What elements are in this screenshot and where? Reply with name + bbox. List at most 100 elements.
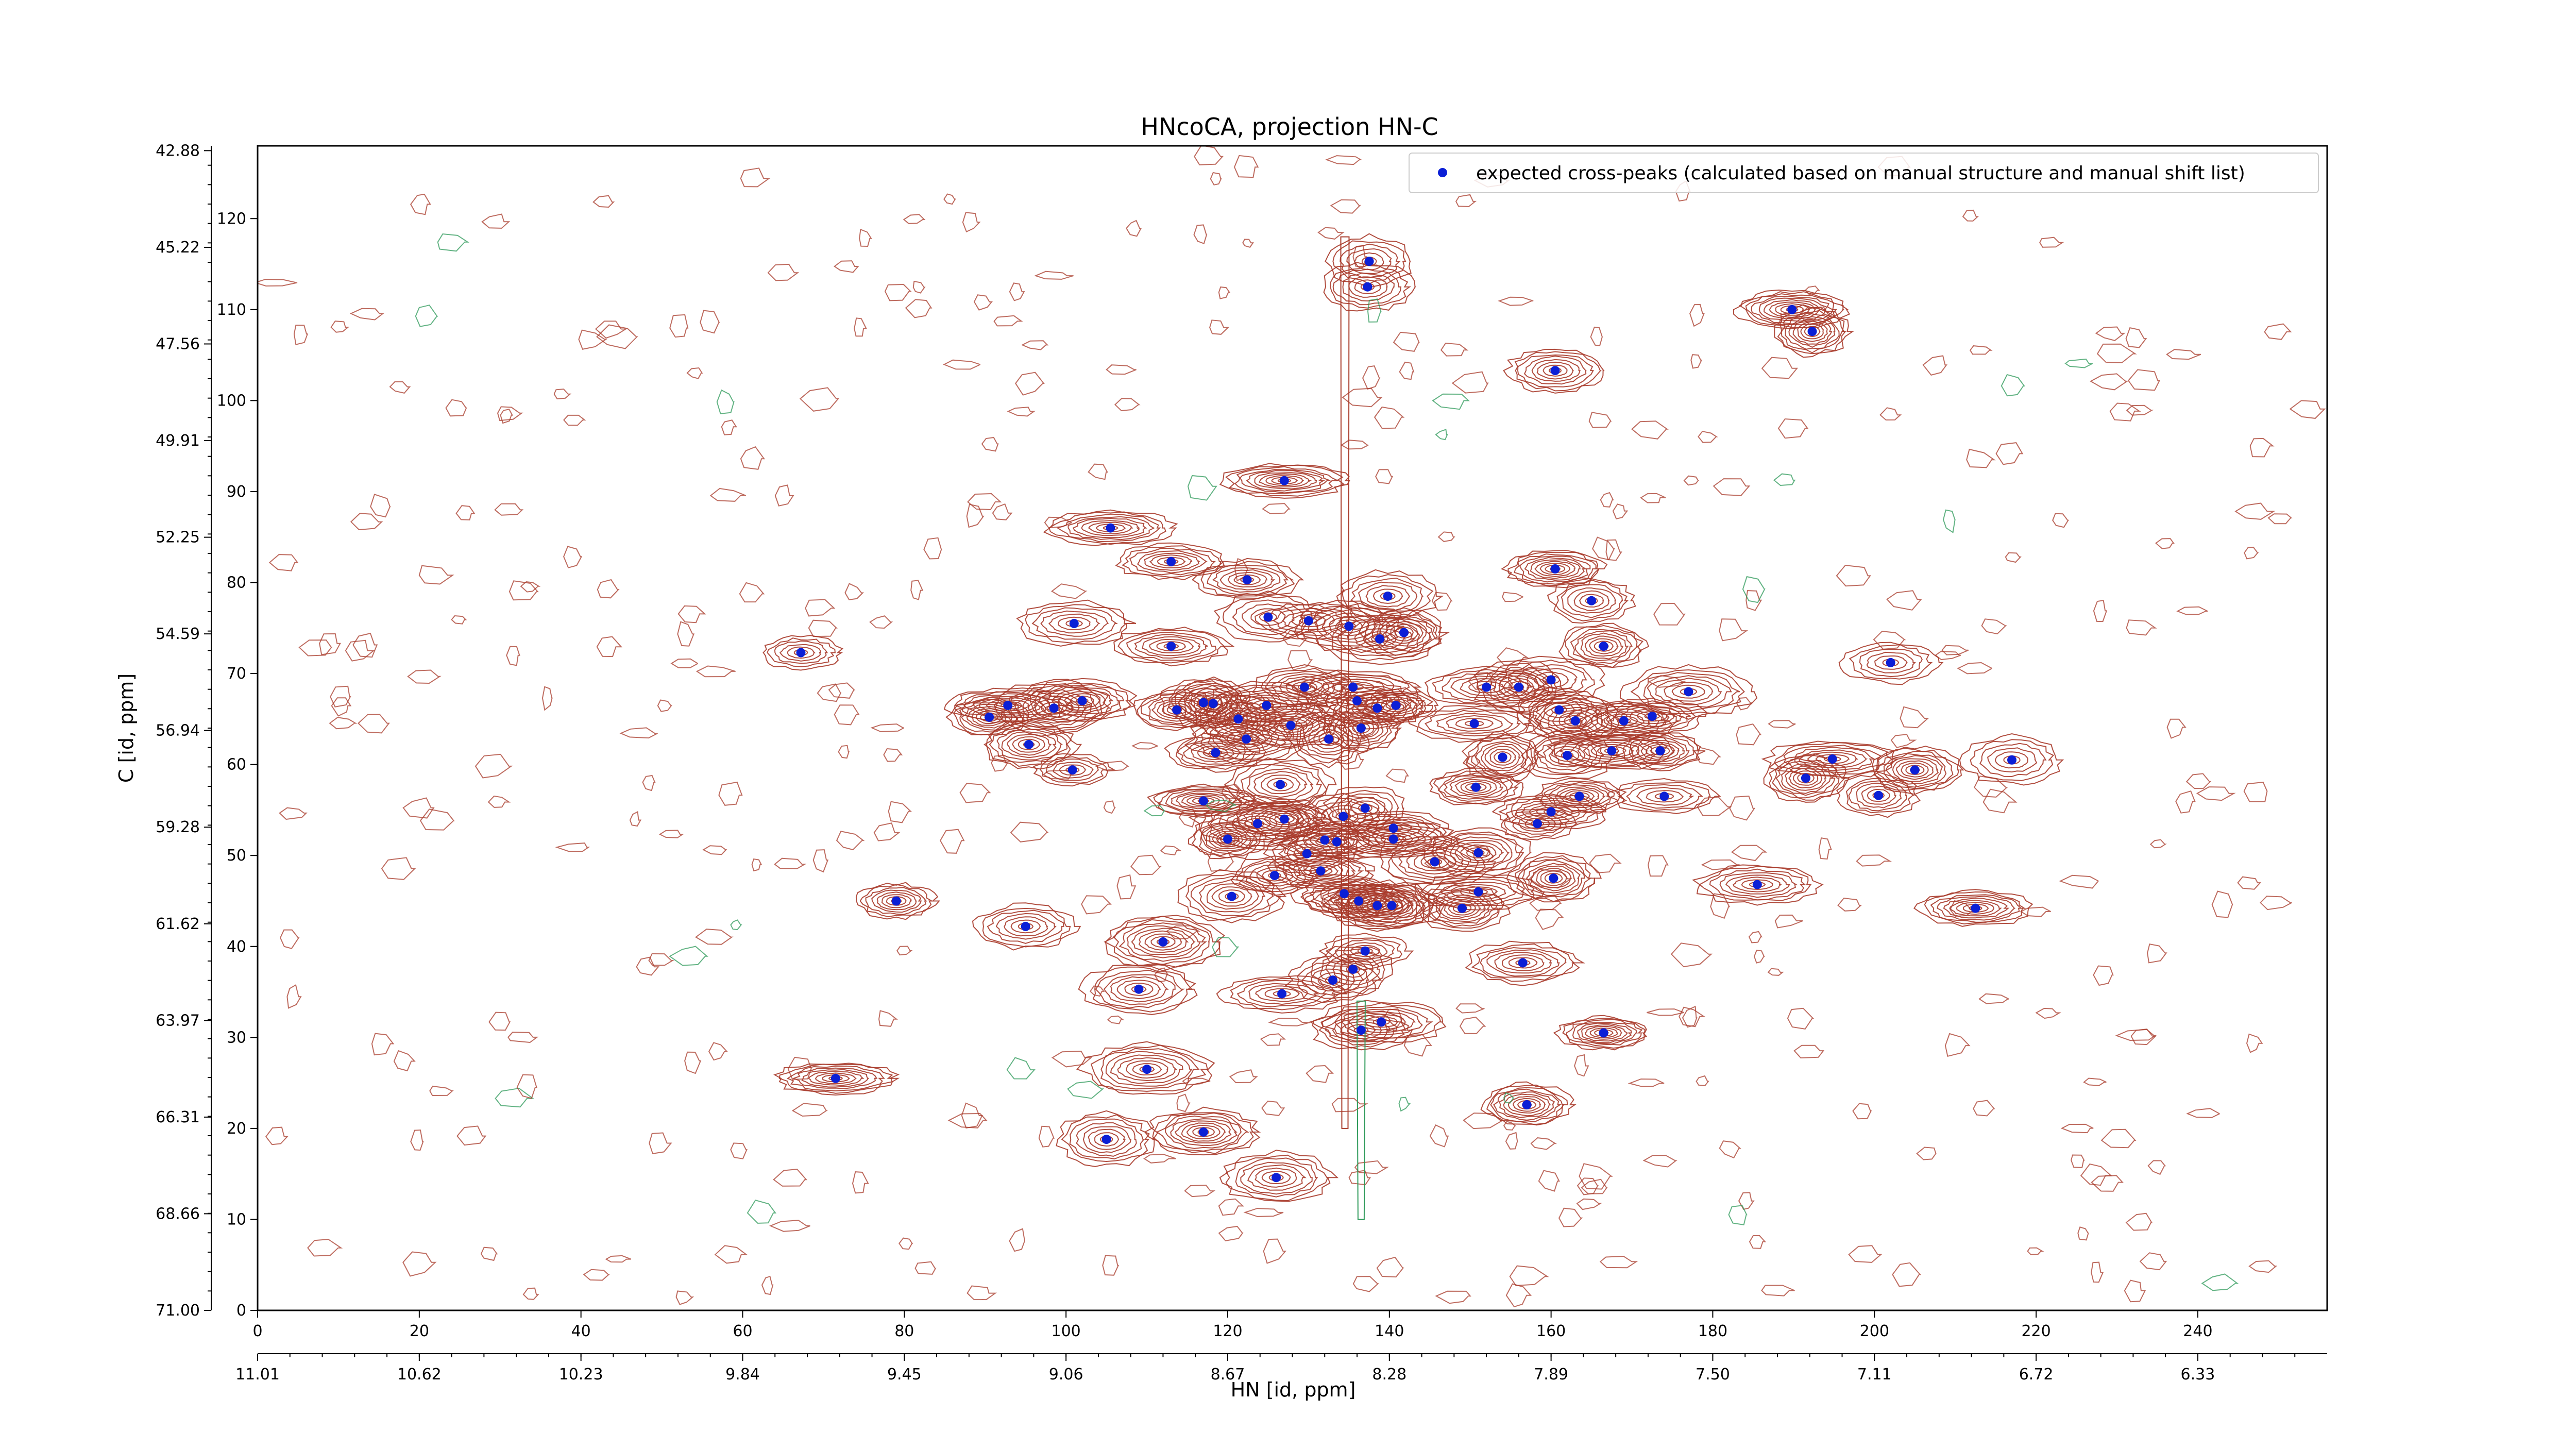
cross-peak-marker [1563,751,1572,760]
contour-line [1371,694,1422,717]
contour-line [1235,1157,1318,1198]
contour-line [1450,839,1510,866]
contour-line [1219,463,1350,499]
contour-line [1480,1081,1577,1125]
peak-contour [1761,740,1899,779]
contour-line [1255,985,1309,1002]
contour-line [972,902,1081,951]
noise-contour [966,503,985,528]
cross-peak-marker [1518,958,1528,968]
noise-contour [714,1245,748,1264]
noise-contour [1336,749,1364,770]
contour-line [1943,897,2010,919]
contour-line [1761,740,1899,779]
noise-contour [1106,364,1137,375]
noise-contour [1228,696,1240,710]
x-index-tick-label: 200 [1860,1322,1889,1340]
noise-contour [1282,630,1308,647]
legend: expected cross-peaks (calculated based o… [1409,153,2319,193]
peak-contour [1032,753,1116,787]
contour-line [1861,785,1897,805]
noise-contour [910,580,924,600]
noise-contour [1728,1205,1748,1226]
contour-line [1031,607,1118,640]
contour-line [1781,763,1832,794]
cross-peak-marker [831,1073,840,1083]
contour-line [1200,798,1319,849]
contour-line [1774,304,1855,358]
noise-contour [1742,576,1766,603]
noise-contour [2100,1128,2137,1149]
y-ppm-tick-label: 56.94 [156,722,200,740]
contour-line [1494,951,1552,974]
noise-contour [2185,773,2212,789]
noise-contour [1435,1290,1471,1304]
contour-line [1566,1019,1643,1047]
y-index-tick-label: 120 [217,210,246,228]
noise-contour [1038,1125,1055,1148]
contour-line [1647,675,1732,709]
cross-peak-marker [1469,719,1479,729]
contour-line [1446,715,1503,732]
noise-contour [293,325,309,345]
y-ppm-tick-label: 42.88 [156,142,200,160]
contour-line [1959,733,2064,786]
noise-contour [352,632,378,658]
contour-line [1603,713,1645,729]
noise-contour [541,686,553,711]
noise-contour [992,503,1013,520]
contour-line [987,909,1064,944]
contour-line [1088,1128,1126,1150]
contour-line [1358,607,1450,659]
noise-contour [1973,1100,1995,1117]
contour-line [1468,681,1505,694]
contour-line [1266,778,1294,791]
contour-line [1105,1051,1193,1087]
contour-line [1263,811,1305,828]
cross-peak-marker [1364,257,1374,266]
noise-contour [2237,876,2262,890]
noise-contour [429,1085,454,1097]
contour-line [1792,318,1833,345]
contour-line [1076,1041,1215,1095]
noise-contour [973,294,993,311]
contour-line [1265,475,1304,486]
contour-line [1045,758,1099,781]
x-index-tick-label: 120 [1213,1322,1242,1340]
contour-line [966,705,1013,729]
noise-contour [1774,914,1803,929]
noise-contour [1696,747,1722,765]
contour-line [1246,470,1326,492]
noise-contour [670,658,699,668]
noise-contour [787,1056,812,1080]
contour-line [1035,699,1074,718]
cross-peak-marker [1344,621,1354,631]
contour-line [1134,634,1208,659]
contour-line [1514,351,1602,392]
x-axis-label: HN [id, ppm] [1231,1378,1356,1401]
contour-line [1144,933,1182,951]
noise-contour [1333,852,1365,863]
contour-line [1343,942,1387,960]
noise-contour [1589,853,1622,873]
cross-peak-marker [1473,887,1483,897]
contour-line [1422,887,1505,929]
noise-contour [696,665,736,678]
noise-contour [1749,1235,1767,1249]
contour-line [1781,310,1845,353]
contour-line [1233,574,1261,585]
noise-contour [331,697,352,717]
ridge-contour [1356,1000,1366,1220]
contour-line [1078,963,1198,1015]
x-index-tick-label: 80 [894,1322,914,1340]
contour-line [1435,713,1514,734]
noise-contour [967,493,1002,511]
noise-contour [418,565,454,585]
noise-contour [2244,547,2259,560]
contour-line [1291,614,1327,628]
contour-line [1379,618,1427,647]
cross-peak-marker [1286,720,1296,730]
x-index-tick-label: 240 [2183,1322,2212,1340]
contour-line [1365,585,1411,608]
contour-line [1319,948,1385,991]
